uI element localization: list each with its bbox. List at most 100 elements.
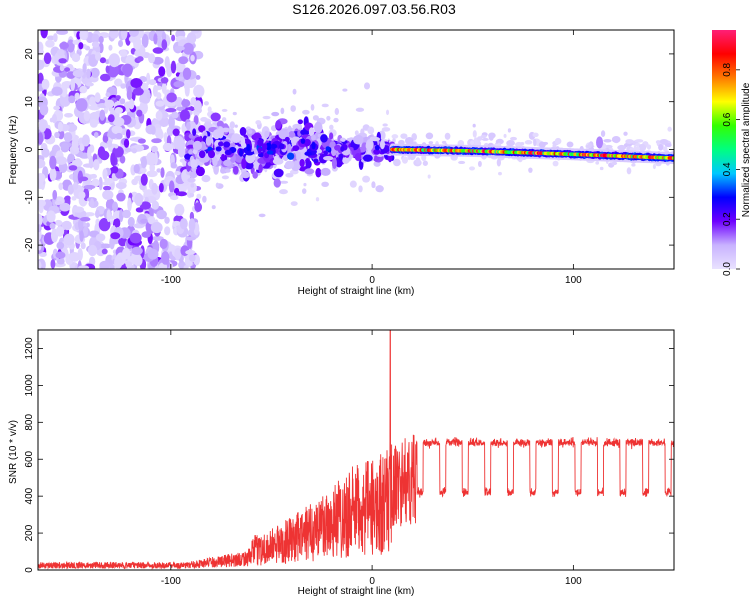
spectrogram-cell (145, 151, 157, 166)
spectrogram-cell (79, 216, 91, 222)
spectrogram-cell (195, 74, 201, 80)
spectrogram-cell (334, 107, 340, 115)
spectrogram-cell (91, 178, 100, 188)
spectrogram-cell (105, 92, 111, 98)
snr-background (38, 330, 674, 570)
colorbar-label: Normalized spectral amplitude (741, 82, 750, 217)
spectrogram-cell (355, 107, 365, 112)
spectrogram-cell (59, 202, 71, 212)
spectrogram-cell (192, 140, 203, 151)
spectrogram-cell (89, 144, 95, 153)
spectrogram-cell (170, 195, 179, 201)
spectrogram-cell (102, 168, 108, 180)
spectrogram-cell (43, 52, 52, 65)
spectrogram-cell (125, 129, 131, 139)
snr-x-label: Height of straight line (km) (298, 586, 415, 597)
spectrogram-cell (334, 144, 341, 151)
spectrogram-cell (196, 193, 202, 200)
spectrogram-cell (82, 226, 89, 237)
spectrogram-cell (187, 177, 196, 183)
spectrogram-cell (362, 175, 371, 183)
spectrogram-cell (67, 184, 74, 195)
spectrogram-cell (131, 148, 137, 154)
spectrogram-cell (51, 113, 57, 124)
spectrogram-cell (354, 130, 359, 136)
spectrogram-cell (186, 182, 197, 194)
snr-y-ticks: 0 200 400 600 800 1000 1200 (24, 337, 674, 573)
spectrogram-cell (156, 209, 167, 220)
spectrogram-cell (52, 33, 58, 43)
spectrogram-cell (61, 220, 72, 231)
spectrogram-cell (253, 160, 259, 170)
spectrogram-cell (70, 78, 76, 91)
spectrogram-cell (146, 91, 151, 100)
spectrogram-cell (114, 255, 123, 269)
spectrogram-cell (240, 171, 251, 179)
spectrogram-cell (292, 123, 303, 129)
spectrogram-cell (370, 136, 381, 142)
spectrogram-cell (74, 92, 80, 100)
spectrogram-cell (114, 78, 123, 87)
spectrogram-cell (258, 213, 266, 218)
spectrogram-cell (623, 131, 628, 136)
spectrogram-cell (190, 159, 198, 169)
spectrogram-cell (95, 233, 106, 242)
snr-y-label: SNR (10 * v/v) (8, 420, 19, 484)
spectrogram-cell (510, 136, 517, 141)
spectrogram-cell (160, 167, 165, 178)
spectrogram-cell (90, 173, 97, 179)
spectrogram-cell (116, 192, 126, 202)
spectrogram-cell (111, 166, 119, 174)
spectrogram-cell (221, 117, 227, 122)
spectrogram-cell (166, 92, 177, 103)
spectrogram-cell (140, 173, 148, 186)
spectrogram-cell (183, 265, 189, 269)
spectrogram-cell (113, 144, 119, 149)
spectrogram-y-tick-label: -10 (24, 190, 35, 205)
spectrogram-cell (56, 49, 65, 57)
spectrogram-y-tick-label: -20 (24, 237, 35, 252)
spectrogram-cell (38, 199, 46, 207)
spectrogram-cell (161, 39, 168, 51)
spectrogram-cell (595, 161, 600, 165)
spectrogram-cell (161, 251, 170, 265)
spectrogram-cell (215, 146, 222, 152)
spectrogram-cell (323, 156, 334, 161)
spectrogram-cell (221, 175, 230, 180)
spectrogram-cell (652, 163, 656, 170)
spectrogram-cell (371, 184, 376, 188)
spectrogram-cell (106, 209, 111, 223)
spectrogram-cell (646, 144, 652, 150)
spectrogram-cell (147, 248, 159, 260)
spectrogram-cell (506, 139, 515, 147)
spectrogram-cell (107, 139, 113, 148)
spectrogram-cell (174, 45, 185, 51)
spectrogram-cell (373, 149, 381, 155)
spectrogram-cell (311, 141, 316, 150)
spectrogram-cell (49, 155, 57, 170)
spectrogram-cell (148, 53, 156, 64)
spectrogram-y-ticks: -20 -10 0 10 20 (24, 48, 674, 252)
spectrogram-cell (671, 156, 674, 160)
spectrogram-cell (186, 32, 197, 45)
spectrogram-cell (310, 104, 315, 111)
spectrogram-cell (217, 141, 224, 147)
spectrogram-cell (503, 133, 507, 138)
spectrogram-cell (273, 168, 284, 178)
spectrogram-cell (367, 126, 375, 135)
spectrogram-cell (140, 167, 147, 173)
spectrogram-cell (58, 58, 67, 64)
spectrogram-cell (234, 124, 238, 128)
spectrogram-cell (168, 180, 175, 194)
spectrogram-cell (91, 33, 100, 45)
spectrogram-cell (120, 83, 127, 89)
spectrogram-cell (299, 158, 305, 168)
spectrogram-cell (98, 176, 103, 191)
spectrogram-cell (123, 138, 130, 148)
spectrogram-cell (129, 137, 140, 142)
spectrogram-cell (524, 140, 533, 145)
spectrogram-cell (480, 134, 487, 139)
spectrogram-cell (179, 218, 188, 230)
spectrogram-cell (284, 136, 290, 142)
spectrogram-cell (136, 56, 144, 62)
